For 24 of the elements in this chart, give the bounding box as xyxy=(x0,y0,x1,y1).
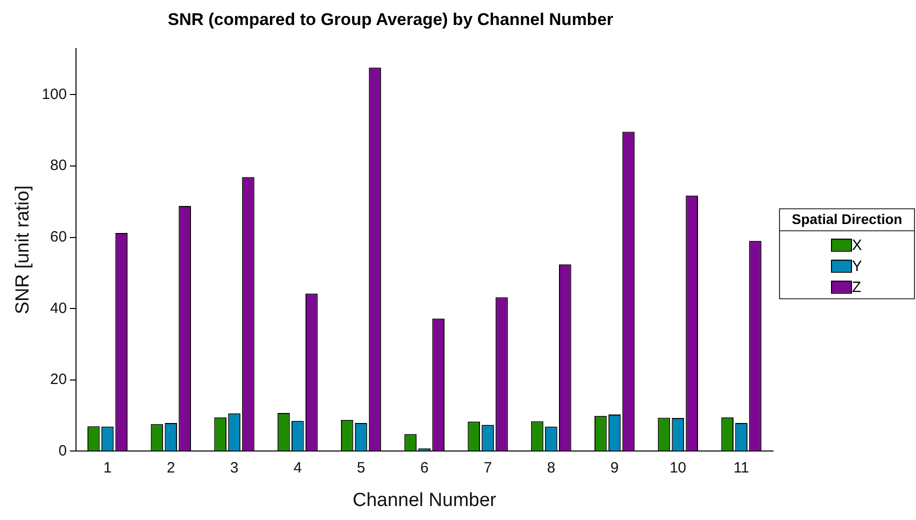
x-tick-label: 3 xyxy=(230,459,238,476)
y-tick-label: 80 xyxy=(50,157,67,174)
x-tick-label: 11 xyxy=(734,459,750,476)
y-tick-label: 60 xyxy=(50,228,67,246)
y-tick-label: 100 xyxy=(42,86,67,103)
x-tick-label: 2 xyxy=(166,459,176,476)
legend-title: Spatial Direction xyxy=(792,211,902,228)
x-tick-label: 10 xyxy=(670,459,686,476)
y-tick-label: 40 xyxy=(50,300,67,317)
x-tick-label: 6 xyxy=(420,459,429,476)
x-tick-label: 9 xyxy=(610,459,619,476)
x-tick-label: 5 xyxy=(356,459,366,476)
y-axis-title: SNR [unit ratio] xyxy=(12,185,34,314)
x-tick-label: 1 xyxy=(103,459,112,476)
x-tick-label: 7 xyxy=(484,459,492,476)
y-tick-label: 20 xyxy=(50,371,67,388)
legend-label: Z xyxy=(852,278,862,296)
x-tick-label: 8 xyxy=(547,459,556,476)
legend-label: Y xyxy=(852,258,862,275)
x-tick-label: 4 xyxy=(293,459,302,476)
x-axis-title: Channel Number xyxy=(352,490,497,511)
legend-label: X xyxy=(852,236,862,254)
y-tick-label: 0 xyxy=(58,442,67,460)
chart-title: SNR (compared to Group Average) by Channel Number xyxy=(168,10,614,29)
